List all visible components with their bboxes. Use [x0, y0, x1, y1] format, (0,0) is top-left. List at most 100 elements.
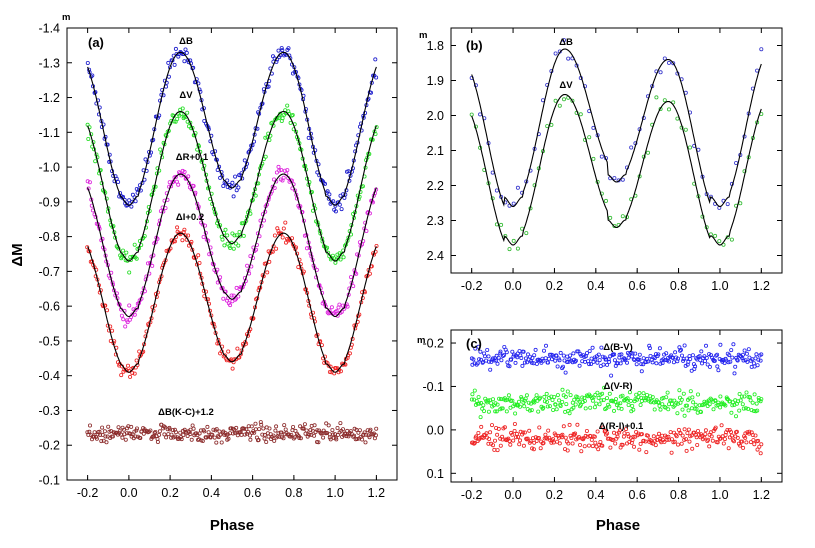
panel-c-point — [719, 423, 724, 428]
panel-b-y-tick-label: 2.3 — [427, 214, 444, 228]
panel-c-point — [647, 343, 652, 348]
panel-a-point — [331, 199, 336, 204]
panel-c-point — [481, 403, 486, 408]
panel-c-point — [649, 438, 654, 443]
panel-b-point — [688, 145, 693, 150]
panel-c-label: (c) — [466, 336, 482, 351]
panel-a-point — [134, 256, 139, 261]
panel-a-point — [335, 425, 340, 430]
panel-b-point — [721, 242, 726, 247]
panel-a-point — [170, 428, 175, 433]
panel-c-point — [558, 350, 563, 355]
panel-c-point — [625, 431, 630, 436]
panel-a-point — [182, 227, 187, 232]
panel-c-point — [557, 358, 562, 363]
panel-a-point — [259, 422, 264, 427]
panel-c-point — [676, 356, 681, 361]
panel-a-point — [119, 373, 124, 378]
panel-a-point — [253, 193, 258, 198]
panel-a-x-tick-label: 0.6 — [244, 486, 261, 500]
panel-a-series-label: ΔB — [179, 36, 193, 47]
panel-c-point — [568, 353, 573, 358]
panel-c-point — [641, 391, 646, 396]
panel-a-point — [197, 260, 202, 265]
panel-c-point — [576, 434, 581, 439]
panel-c-point — [553, 358, 558, 363]
panel-a-point — [225, 241, 230, 246]
panel-b-point — [583, 137, 588, 142]
panel-c-point — [589, 437, 594, 442]
panel-a-y-tick-label: -1.2 — [38, 91, 60, 105]
panel-c-point — [756, 438, 761, 443]
panel-a-point — [252, 430, 257, 435]
panel-c-point — [734, 429, 739, 434]
panel-a-point — [263, 135, 268, 140]
panel-a-point — [227, 244, 232, 249]
panel-a-point — [205, 424, 210, 429]
panel-c-point — [737, 391, 742, 396]
panel-a-point — [316, 440, 321, 445]
panel-b-point — [591, 125, 596, 130]
panel-a-point — [264, 439, 269, 444]
panel-c-point — [580, 400, 585, 405]
panel-a-point — [285, 168, 290, 173]
panel-a-point — [266, 84, 271, 89]
panel-b-point — [620, 177, 625, 182]
panel-a-x-tick-label: 0.2 — [161, 486, 178, 500]
panel-c-point — [496, 426, 501, 431]
panel-a-point — [260, 432, 265, 437]
panel-a-point — [116, 179, 121, 184]
panel-a-point — [290, 113, 295, 118]
panel-a-point — [102, 429, 107, 434]
panel-c-point — [612, 358, 617, 363]
panel-c-point — [560, 387, 565, 392]
panel-c-point — [669, 450, 674, 455]
panel-c-point — [567, 411, 572, 416]
panel-a-point — [312, 423, 317, 428]
panel-a-point — [232, 430, 237, 435]
panel-c-point — [563, 370, 568, 375]
panel-a-point — [344, 434, 349, 439]
panel-a-x-tick-label: 1.2 — [368, 486, 385, 500]
panel-a-point — [119, 254, 124, 259]
panel-a-point — [351, 284, 356, 289]
panel-b-x-tick-label: 0.0 — [504, 279, 521, 293]
panel-a-point — [128, 257, 133, 262]
panel-c-point — [710, 355, 715, 360]
panel-a-point — [233, 241, 238, 246]
panel-a-point — [222, 243, 227, 248]
panel-c-point — [526, 352, 531, 357]
panel-c-point — [617, 428, 622, 433]
panel-a-point — [110, 434, 115, 439]
panel-c-point — [494, 409, 499, 414]
panel-a-point — [151, 434, 156, 439]
panel-c-point — [599, 398, 604, 403]
panel-a-y-tick-label: -0.5 — [38, 334, 60, 348]
panel-c-point — [517, 399, 522, 404]
panel-a-point — [124, 431, 129, 436]
panel-c-point — [678, 431, 683, 436]
panel-c-point — [553, 433, 558, 438]
panel-c-point — [545, 436, 550, 441]
panel-c-x-tick-label: 0.4 — [587, 488, 604, 502]
panel-c-point — [618, 361, 623, 366]
panel-b-point — [734, 160, 739, 165]
panel-c-point — [612, 352, 617, 357]
panel-b-point — [562, 38, 567, 43]
panel-c-point — [604, 357, 609, 362]
panel-c-point — [600, 443, 605, 448]
panel-c-point — [472, 440, 477, 445]
panel-c-point — [613, 441, 618, 446]
panel-a-point — [224, 298, 229, 303]
panel-c-point — [504, 350, 509, 355]
panel-b-point — [612, 223, 617, 228]
panel-c-point — [679, 441, 684, 446]
panel-c-point — [679, 347, 684, 352]
panel-a-point — [272, 233, 277, 238]
panel-b-y-tick-label: 2.0 — [427, 109, 444, 123]
panel-c-point — [561, 353, 566, 358]
panel-a-point — [348, 275, 353, 280]
panel-c-point — [510, 398, 515, 403]
panel-c-point — [650, 360, 655, 365]
panel-c-x-tick-label: 0.0 — [504, 488, 521, 502]
